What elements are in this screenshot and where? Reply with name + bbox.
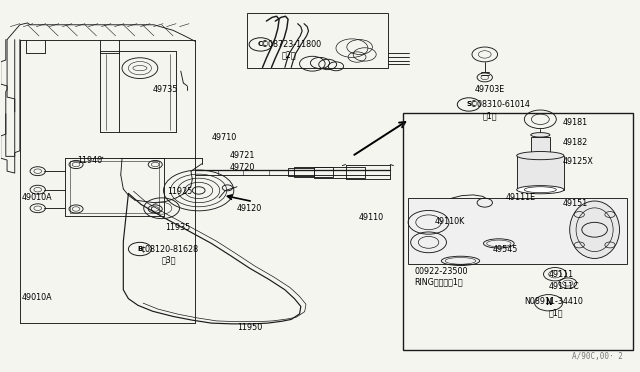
Ellipse shape <box>516 186 564 194</box>
Ellipse shape <box>516 151 564 160</box>
Text: 49125X: 49125X <box>563 157 593 166</box>
Bar <box>288 168 314 176</box>
Text: A/90C,00· 2: A/90C,00· 2 <box>572 352 623 361</box>
Text: （3）: （3） <box>162 255 176 264</box>
Text: 49110: 49110 <box>358 213 383 222</box>
Text: 49710: 49710 <box>211 133 237 142</box>
Text: C: C <box>258 41 263 47</box>
Text: 11940: 11940 <box>77 155 102 164</box>
Text: RINGリング（1）: RINGリング（1） <box>415 278 463 287</box>
Text: （2）: （2） <box>282 50 296 59</box>
Text: 11950: 11950 <box>237 323 262 332</box>
Text: 49110K: 49110K <box>435 217 465 226</box>
Bar <box>408 198 627 264</box>
Bar <box>403 113 633 350</box>
Bar <box>314 167 365 178</box>
Text: 11925: 11925 <box>167 187 192 196</box>
Text: 11935: 11935 <box>166 223 191 232</box>
Text: 49120: 49120 <box>237 204 262 213</box>
Text: 49182: 49182 <box>563 138 588 147</box>
Text: 49181: 49181 <box>563 119 588 128</box>
Text: ©08723-11800: ©08723-11800 <box>260 40 322 49</box>
Text: 49735: 49735 <box>153 85 178 94</box>
Text: 49111C: 49111C <box>548 282 579 291</box>
Text: （1）: （1） <box>548 308 563 317</box>
Text: 49545: 49545 <box>492 244 518 253</box>
Text: 49720: 49720 <box>229 163 255 172</box>
Text: S: S <box>467 102 471 108</box>
Text: 49151: 49151 <box>563 199 588 208</box>
Bar <box>531 137 550 157</box>
Text: （1）: （1） <box>483 111 497 120</box>
Text: 00922-23500: 00922-23500 <box>415 267 468 276</box>
Text: B: B <box>138 246 143 252</box>
Bar <box>516 156 564 190</box>
Text: N: N <box>545 298 552 307</box>
Text: 49111: 49111 <box>548 270 573 279</box>
Text: N08911-34410: N08911-34410 <box>524 297 583 306</box>
Text: 49703E: 49703E <box>474 85 505 94</box>
Bar <box>294 167 333 177</box>
Text: ¢08120-81628: ¢08120-81628 <box>140 244 198 253</box>
Text: 49010A: 49010A <box>21 193 52 202</box>
Text: 49111E: 49111E <box>505 193 535 202</box>
Ellipse shape <box>531 133 550 137</box>
Text: 49721: 49721 <box>229 151 255 160</box>
Text: ©08310-61014: ©08310-61014 <box>470 100 531 109</box>
Bar <box>246 13 388 68</box>
Ellipse shape <box>570 201 620 259</box>
Text: 49010A: 49010A <box>21 293 52 302</box>
